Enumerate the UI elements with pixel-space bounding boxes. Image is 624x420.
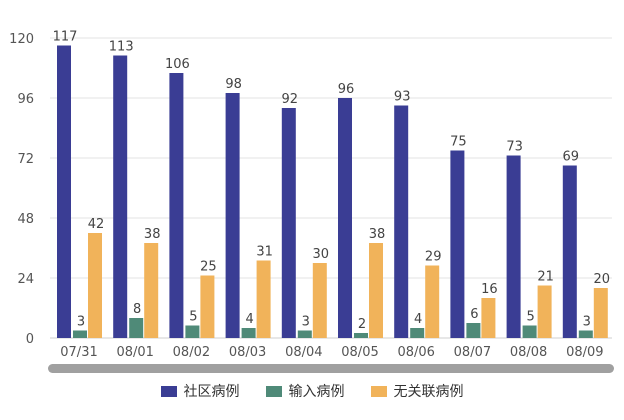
data-label: 5 [526,310,534,325]
bar-unlinked[interactable] [312,263,327,338]
data-label: 4 [414,312,422,327]
x-tick-label: 07/31 [60,345,97,360]
bar-imported[interactable] [410,328,425,338]
bar-unlinked[interactable] [537,285,552,339]
data-label: 8 [133,302,141,317]
y-tick-label: 0 [26,332,34,347]
data-label: 29 [425,250,442,265]
data-label: 6 [470,307,478,322]
bar-imported[interactable] [73,330,87,339]
bar-community[interactable] [225,93,240,338]
data-label: 3 [302,315,310,330]
x-tick-label: 08/06 [397,345,434,360]
bar-unlinked[interactable] [425,265,440,339]
x-tick-label: 08/01 [116,345,153,360]
data-label: 69 [563,150,580,165]
x-tick-label: 08/08 [510,345,547,360]
data-label: 73 [506,140,523,155]
data-label: 31 [256,245,273,260]
legend-item-imported[interactable]: 输入病例 [265,381,345,401]
data-label: 21 [537,270,554,285]
y-tick-label: 120 [9,32,34,47]
bar-imported[interactable] [578,330,593,339]
legend-item-community[interactable]: 社区病例 [160,381,240,401]
bar-unlinked[interactable] [200,275,215,339]
data-label: 30 [313,247,330,262]
x-tick-label: 08/09 [566,345,603,360]
bar-community[interactable] [169,73,184,338]
data-label: 92 [282,92,299,107]
data-labels: 117 3 42 113 8 38 106 5 25 98 4 31 92 3 30 96 2 38 93 4 29 75… [53,30,610,333]
x-axis: 07/31 08/01 08/02 08/03 08/04 08/05 08/06 08/07… [60,345,603,360]
y-axis: 0 24 48 72 96 120 [9,32,34,347]
data-label: 75 [450,135,467,150]
bar-unlinked[interactable] [481,298,496,338]
data-label: 42 [88,217,105,232]
x-tick-label: 08/04 [285,345,322,360]
bar-community[interactable] [506,155,521,339]
bar-unlinked[interactable] [369,243,383,338]
y-tick-label: 96 [17,92,34,107]
data-label: 16 [481,282,498,297]
bar-community[interactable] [394,105,409,339]
legend-swatch-community [160,385,177,397]
y-tick-label: 72 [17,152,34,167]
bar-imported[interactable] [354,333,368,338]
bar-imported[interactable] [466,323,481,338]
legend-label-imported: 输入病例 [288,384,345,400]
legend-item-unlinked[interactable]: 无关联病例 [370,381,464,401]
data-label: 25 [200,260,217,275]
horizontal-scrollbar[interactable] [48,364,614,373]
legend-swatch-imported [265,385,282,397]
data-label: 5 [189,310,197,325]
bar-imported[interactable] [241,328,256,338]
bar-community[interactable] [57,45,71,339]
data-label: 3 [583,315,591,330]
grid-lines [50,37,612,339]
bar-community[interactable] [450,150,465,339]
bar-community[interactable] [113,55,128,339]
data-label: 106 [165,57,190,72]
bar-unlinked[interactable] [593,288,608,338]
bar-imported[interactable] [185,325,200,339]
bar-community[interactable] [281,108,296,338]
data-label: 117 [53,30,78,45]
bar-community[interactable] [338,98,352,338]
legend-label-community: 社区病例 [183,384,240,400]
data-label: 38 [144,227,161,242]
bar-imported[interactable] [297,330,312,339]
data-label: 20 [594,272,611,287]
x-tick-label: 08/05 [341,345,378,360]
bars [57,45,608,339]
bar-unlinked[interactable] [256,260,271,339]
legend-label-unlinked: 无关联病例 [393,384,464,400]
bar-community[interactable] [562,165,577,339]
bar-unlinked[interactable] [144,243,159,338]
data-label: 93 [394,90,411,105]
x-tick-label: 08/02 [173,345,210,360]
data-label: 4 [245,312,253,327]
data-label: 2 [358,317,366,332]
bar-imported[interactable] [522,325,537,339]
legend-swatch-unlinked [370,385,387,397]
legend: 社区病例 输入病例 无关联病例 [0,376,624,406]
y-tick-label: 48 [17,212,34,227]
bar-imported[interactable] [129,318,144,338]
data-label: 38 [369,227,386,242]
data-label: 98 [225,77,242,92]
data-label: 113 [109,40,134,55]
y-tick-label: 24 [17,272,34,287]
data-label: 3 [77,315,85,330]
data-label: 96 [338,82,355,97]
x-tick-label: 08/07 [454,345,491,360]
x-tick-label: 08/03 [229,345,266,360]
bar-unlinked[interactable] [88,233,102,338]
